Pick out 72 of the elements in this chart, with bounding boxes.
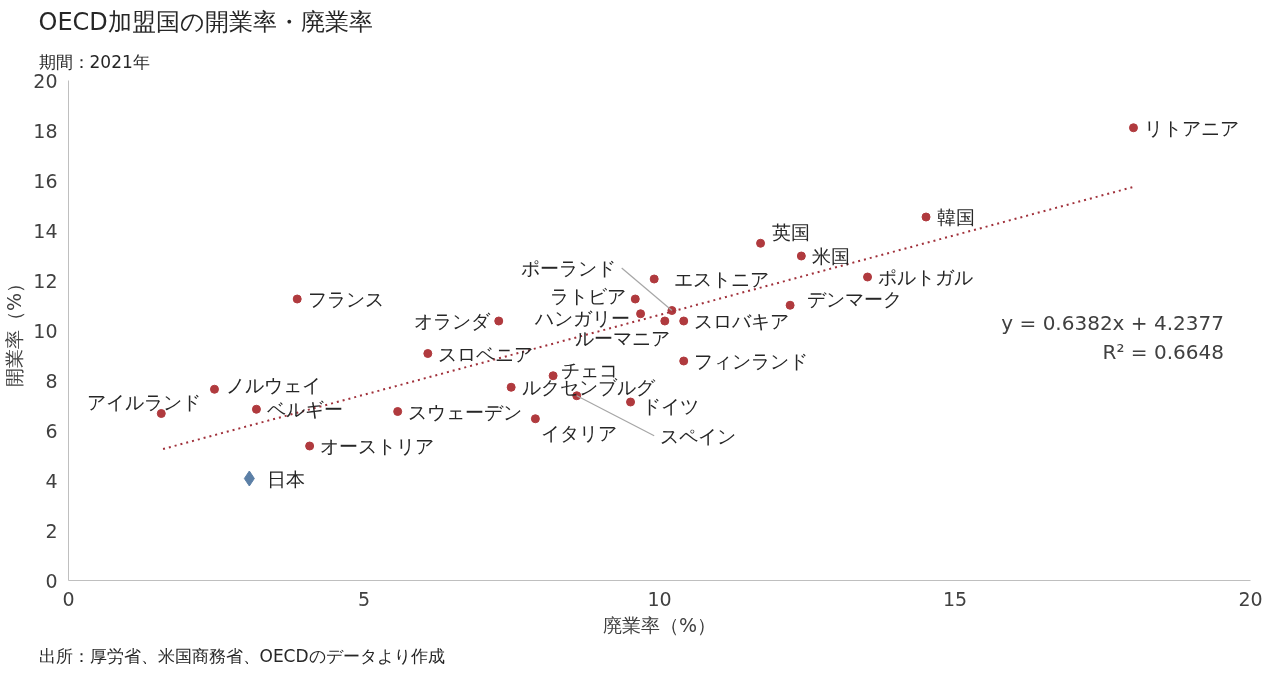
annotation: R² = 0.6648: [1102, 339, 1224, 364]
annotation: フランス: [307, 288, 384, 310]
annotation: スウェーデン: [408, 400, 523, 423]
y-tick-label: 2: [45, 519, 58, 542]
y-tick-label: 14: [33, 219, 58, 242]
x-tick-label: 0: [62, 587, 75, 610]
point: [660, 316, 670, 326]
text: 出所：厚労省、米国商務省、OECDのデータより作成: [38, 645, 445, 666]
annotation: ラトビア: [549, 285, 626, 307]
annotation: スロバキア: [694, 310, 790, 332]
point: [548, 371, 558, 381]
annotation: ドイツ: [642, 394, 700, 417]
point: [393, 407, 403, 416]
point: [863, 272, 873, 282]
point: [423, 349, 433, 358]
annotation: ポルトガル: [878, 266, 974, 288]
point: [921, 212, 931, 222]
point: [494, 316, 504, 326]
point: [649, 274, 659, 284]
point: [156, 409, 166, 418]
y-tick-label: 12: [33, 269, 58, 292]
point: [530, 414, 540, 424]
y-tick-label: 20: [33, 69, 58, 92]
x-tick-label: 15: [942, 587, 968, 610]
x-tick-label: 10: [647, 587, 672, 610]
annotation: 日本: [267, 467, 306, 490]
point: [785, 300, 795, 310]
annotation: ハンガリー: [533, 307, 630, 329]
annotation: ポーランド: [520, 257, 616, 279]
point: [626, 397, 636, 407]
point: [756, 238, 766, 248]
annotation: デンマーク: [806, 288, 902, 310]
y-axis-title: 開業率（%）: [3, 273, 26, 388]
annotation: イタリア: [540, 421, 617, 444]
chart-title: OECD加盟国の開業率・廃業率: [38, 7, 373, 36]
point: [305, 441, 315, 451]
point: [796, 251, 806, 261]
annotation: オーストリア: [320, 435, 435, 457]
y-tick-label: 18: [33, 119, 58, 142]
annotation: フィンランド: [694, 350, 809, 372]
point: [636, 309, 646, 319]
annotation: リトアニア: [1144, 116, 1240, 139]
x-tick-label: 5: [357, 587, 371, 610]
point: [630, 294, 640, 304]
y-tick-label: 6: [45, 419, 58, 442]
y-tick-label: 16: [33, 169, 58, 192]
point: [506, 382, 516, 392]
annotation: 英国: [772, 221, 811, 243]
point: [243, 470, 255, 487]
x-axis-title: 廃業率（%）: [602, 613, 717, 636]
annotation: 韓国: [936, 206, 975, 228]
point: [251, 404, 261, 414]
annotation: y = 0.6382x + 4.2377: [1001, 311, 1224, 335]
annotation: スペイン: [660, 424, 737, 447]
y-tick-label: 0: [45, 569, 58, 592]
point: [209, 384, 219, 394]
point: [1128, 123, 1138, 133]
annotation: アイルランド: [87, 391, 202, 413]
annotation: エストニア: [673, 268, 769, 290]
point: [679, 316, 689, 326]
annotation: スロベニア: [438, 342, 534, 365]
y-tick-label: 4: [45, 469, 58, 492]
y-tick-label: 10: [33, 319, 58, 342]
annotation: オランダ: [414, 310, 492, 332]
annotation: 米国: [811, 245, 850, 267]
x-tick-label: 20: [1238, 587, 1263, 610]
point: [292, 294, 302, 304]
annotation: ベルギー: [267, 398, 344, 421]
annotation: ノルウェイ: [226, 374, 322, 396]
y-tick-label: 8: [45, 369, 58, 392]
chart-subtitle: 期間：2021年: [38, 51, 150, 72]
point: [679, 356, 689, 366]
